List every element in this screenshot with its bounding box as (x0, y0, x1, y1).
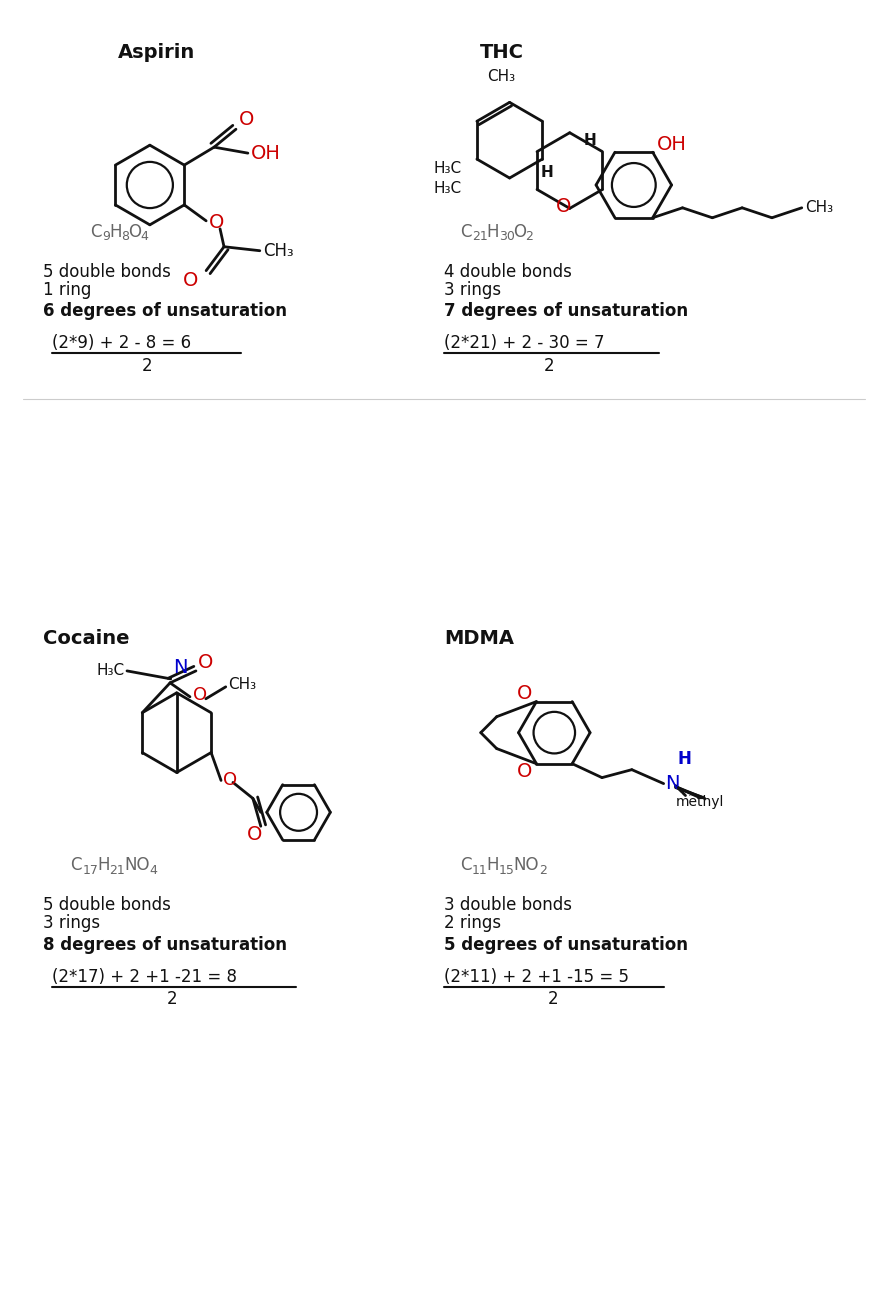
Text: OH: OH (656, 135, 686, 153)
Text: 2: 2 (544, 357, 555, 375)
Text: O: O (556, 197, 572, 215)
Text: C: C (70, 857, 82, 874)
Text: 8: 8 (121, 230, 129, 243)
Text: 2: 2 (539, 863, 547, 876)
Text: 2: 2 (166, 990, 177, 1009)
Text: H: H (487, 223, 499, 241)
Text: H: H (541, 165, 554, 180)
Text: C: C (460, 857, 472, 874)
Text: 2: 2 (526, 230, 534, 243)
Text: 5 degrees of unsaturation: 5 degrees of unsaturation (444, 936, 688, 954)
Text: Cocaine: Cocaine (43, 628, 129, 648)
Text: 3 rings: 3 rings (444, 280, 501, 299)
Text: O: O (198, 653, 213, 672)
Text: N: N (666, 774, 680, 793)
Text: 5 double bonds: 5 double bonds (43, 896, 170, 914)
Text: 21: 21 (472, 230, 488, 243)
Text: H: H (583, 134, 597, 148)
Text: 9: 9 (102, 230, 110, 243)
Text: 30: 30 (499, 230, 514, 243)
Text: methyl: methyl (676, 794, 724, 809)
Text: 15: 15 (499, 863, 514, 876)
Text: O: O (517, 684, 533, 704)
Text: C: C (460, 223, 472, 241)
Text: O: O (209, 213, 225, 232)
Text: 1 ring: 1 ring (43, 280, 91, 299)
Text: O: O (239, 110, 254, 129)
Text: O: O (517, 762, 533, 781)
Text: OH: OH (250, 144, 281, 162)
Text: H₃C: H₃C (433, 180, 462, 196)
Text: (2*17) + 2 +1 -21 = 8: (2*17) + 2 +1 -21 = 8 (52, 967, 237, 985)
Text: (2*9) + 2 - 8 = 6: (2*9) + 2 - 8 = 6 (52, 335, 192, 352)
Text: 3 double bonds: 3 double bonds (444, 896, 572, 914)
Text: CH₃: CH₃ (227, 678, 256, 692)
Text: CH₃: CH₃ (488, 69, 516, 84)
Text: O: O (223, 771, 237, 789)
Text: O: O (513, 223, 527, 241)
Text: H: H (678, 750, 692, 767)
Text: MDMA: MDMA (444, 628, 514, 648)
Text: 7 degrees of unsaturation: 7 degrees of unsaturation (444, 302, 688, 321)
Text: O: O (183, 271, 198, 289)
Text: 17: 17 (83, 863, 99, 876)
Text: 4: 4 (150, 863, 158, 876)
Text: 4 double bonds: 4 double bonds (444, 262, 572, 280)
Text: O: O (128, 223, 141, 241)
Text: 5 double bonds: 5 double bonds (43, 262, 170, 280)
Text: H: H (487, 857, 499, 874)
Text: (2*21) + 2 - 30 = 7: (2*21) + 2 - 30 = 7 (444, 335, 605, 352)
Text: 11: 11 (472, 863, 488, 876)
Text: THC: THC (480, 43, 524, 62)
Text: (2*11) + 2 +1 -15 = 5: (2*11) + 2 +1 -15 = 5 (444, 967, 629, 985)
Text: H: H (109, 223, 122, 241)
Text: 3 rings: 3 rings (43, 914, 99, 932)
Text: 2: 2 (141, 357, 152, 375)
Text: O: O (193, 685, 207, 704)
Text: H: H (97, 857, 110, 874)
Text: H₃C: H₃C (433, 161, 462, 177)
Text: H₃C: H₃C (97, 663, 125, 679)
Text: NO: NO (124, 857, 149, 874)
Text: O: O (247, 824, 263, 844)
Text: 8 degrees of unsaturation: 8 degrees of unsaturation (43, 936, 287, 954)
Text: 4: 4 (140, 230, 147, 243)
Text: N: N (173, 658, 188, 676)
Text: NO: NO (513, 857, 539, 874)
Text: C: C (91, 223, 102, 241)
Text: 2 rings: 2 rings (444, 914, 501, 932)
Text: Aspirin: Aspirin (118, 43, 195, 62)
Text: CH₃: CH₃ (805, 200, 833, 215)
Text: 6 degrees of unsaturation: 6 degrees of unsaturation (43, 302, 287, 321)
Text: CH₃: CH₃ (263, 241, 293, 260)
Text: 21: 21 (109, 863, 125, 876)
Text: 2: 2 (548, 990, 559, 1009)
